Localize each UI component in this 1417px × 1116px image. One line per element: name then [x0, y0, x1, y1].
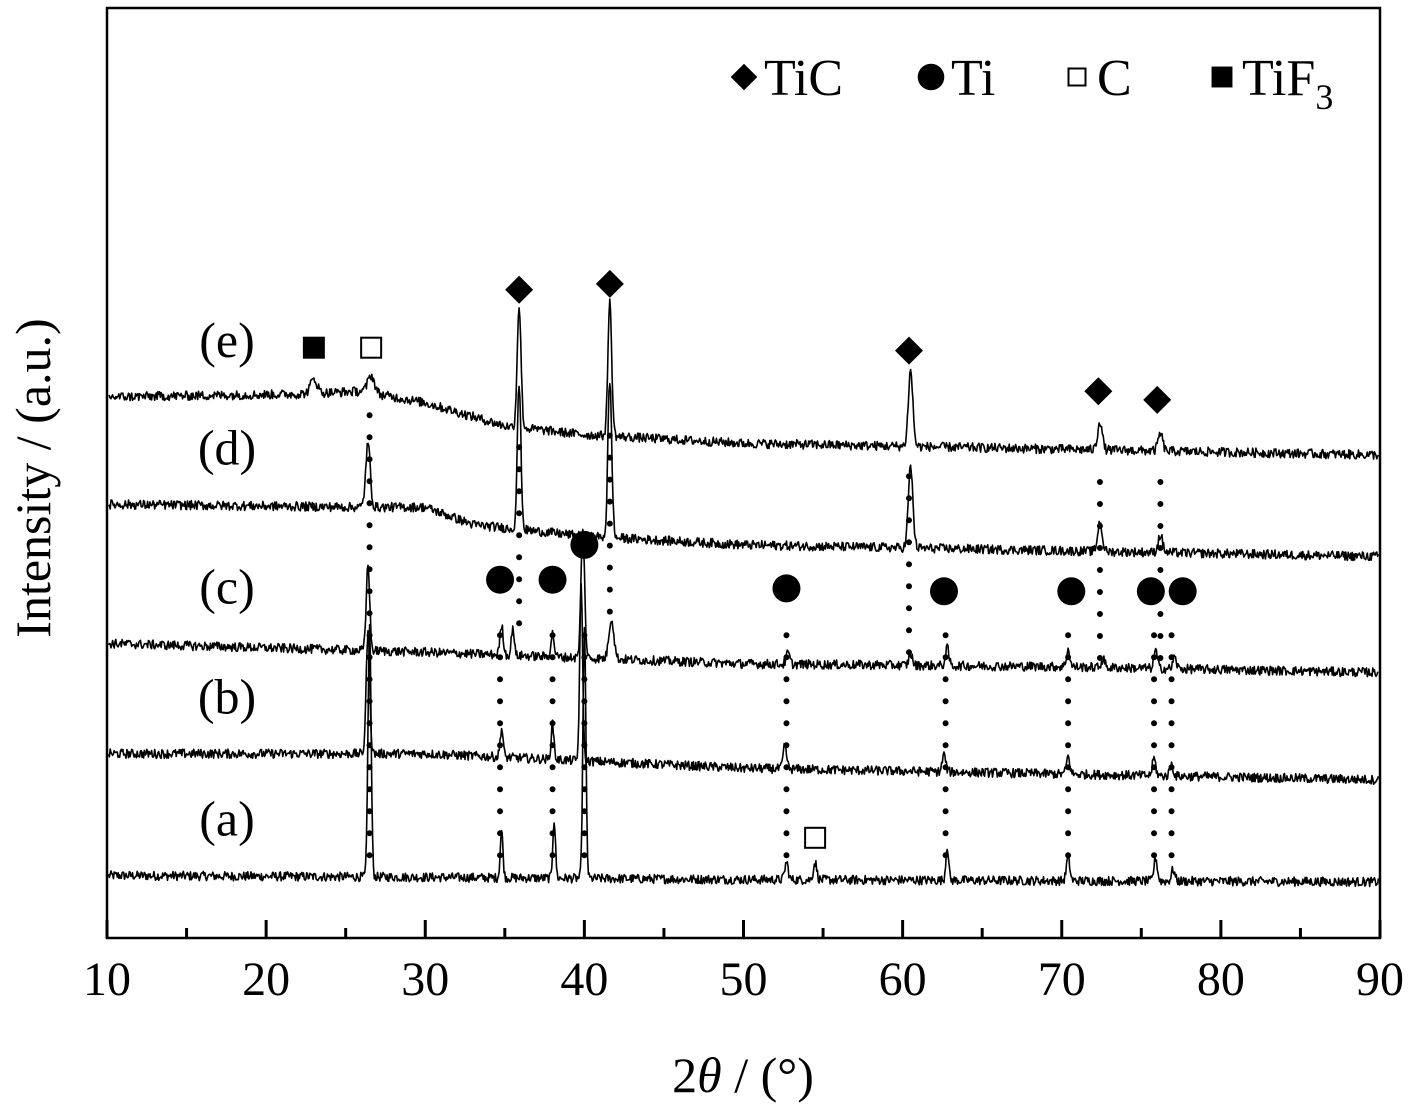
series-trace [107, 624, 1380, 888]
legend-item: TiF3 [1211, 50, 1333, 117]
ti-circle-marker [929, 577, 958, 606]
x-ticks: 10 20 30 40 50 60 70 80 90 [83, 920, 1404, 1006]
axes [105, 6, 1382, 940]
legend-item: C [1067, 50, 1132, 107]
ti-circle-marker [1136, 577, 1165, 606]
legend-label: C [1097, 50, 1132, 107]
legend-item: Ti [917, 50, 995, 107]
x-axis-title: 2θ / (°) [672, 1047, 814, 1103]
tif3-filled-square-marker [302, 336, 325, 359]
x-tick-label: 70 [1038, 953, 1086, 1006]
x-tick-label: 50 [720, 953, 768, 1006]
ti-circle-marker [772, 574, 801, 603]
legend-label: Ti [951, 50, 995, 107]
c-open-square-marker [804, 826, 827, 849]
tic-diamond-marker [505, 275, 534, 304]
series-traces [107, 298, 1380, 888]
legend-label: TiF3 [1242, 50, 1333, 117]
legend-item: TiC [730, 50, 843, 107]
plot-frame [105, 6, 1382, 940]
legend: TiC Ti C TiF3 [730, 50, 1333, 117]
series-trace [107, 583, 1380, 786]
tic-diamond-marker [1084, 377, 1113, 406]
series-label: (d) [198, 419, 256, 475]
x-tick-label: 30 [401, 953, 449, 1006]
series-label: (b) [198, 669, 256, 725]
legend-label: TiC [764, 50, 843, 107]
x-tick-label: 40 [560, 953, 608, 1006]
c-open-square-marker [360, 336, 383, 359]
x-tick-label: 20 [242, 953, 290, 1006]
tic-diamond-marker [730, 63, 758, 91]
guide-lines [366, 399, 1175, 859]
ti-circle-marker [570, 530, 599, 559]
x-tick-label: 10 [83, 953, 131, 1006]
x-tick-label: 90 [1356, 953, 1404, 1006]
ti-circle-marker [486, 565, 515, 594]
series-label: (a) [199, 791, 255, 847]
ti-circle-marker [1057, 577, 1086, 606]
series-labels: (a) (b) (c) (d) (e) [198, 312, 256, 847]
tic-diamond-marker [894, 336, 923, 365]
tic-diamond-marker [1143, 385, 1172, 414]
tif3-filled-square-marker [1211, 66, 1233, 88]
ti-circle-marker [538, 565, 567, 594]
series-trace [107, 528, 1379, 678]
c-open-square-marker [1067, 67, 1087, 87]
series-label: (c) [199, 559, 255, 615]
ti-circle-marker [1168, 577, 1197, 606]
series-trace [107, 382, 1380, 562]
tic-diamond-marker [595, 269, 624, 298]
x-tick-label: 80 [1197, 953, 1245, 1006]
peak-markers [302, 269, 1197, 849]
ti-circle-marker [917, 63, 945, 91]
x-tick-label: 60 [879, 953, 927, 1006]
y-axis-title: Intensity / (a.u.) [5, 318, 61, 637]
series-trace [108, 298, 1380, 460]
series-label: (e) [199, 312, 255, 368]
